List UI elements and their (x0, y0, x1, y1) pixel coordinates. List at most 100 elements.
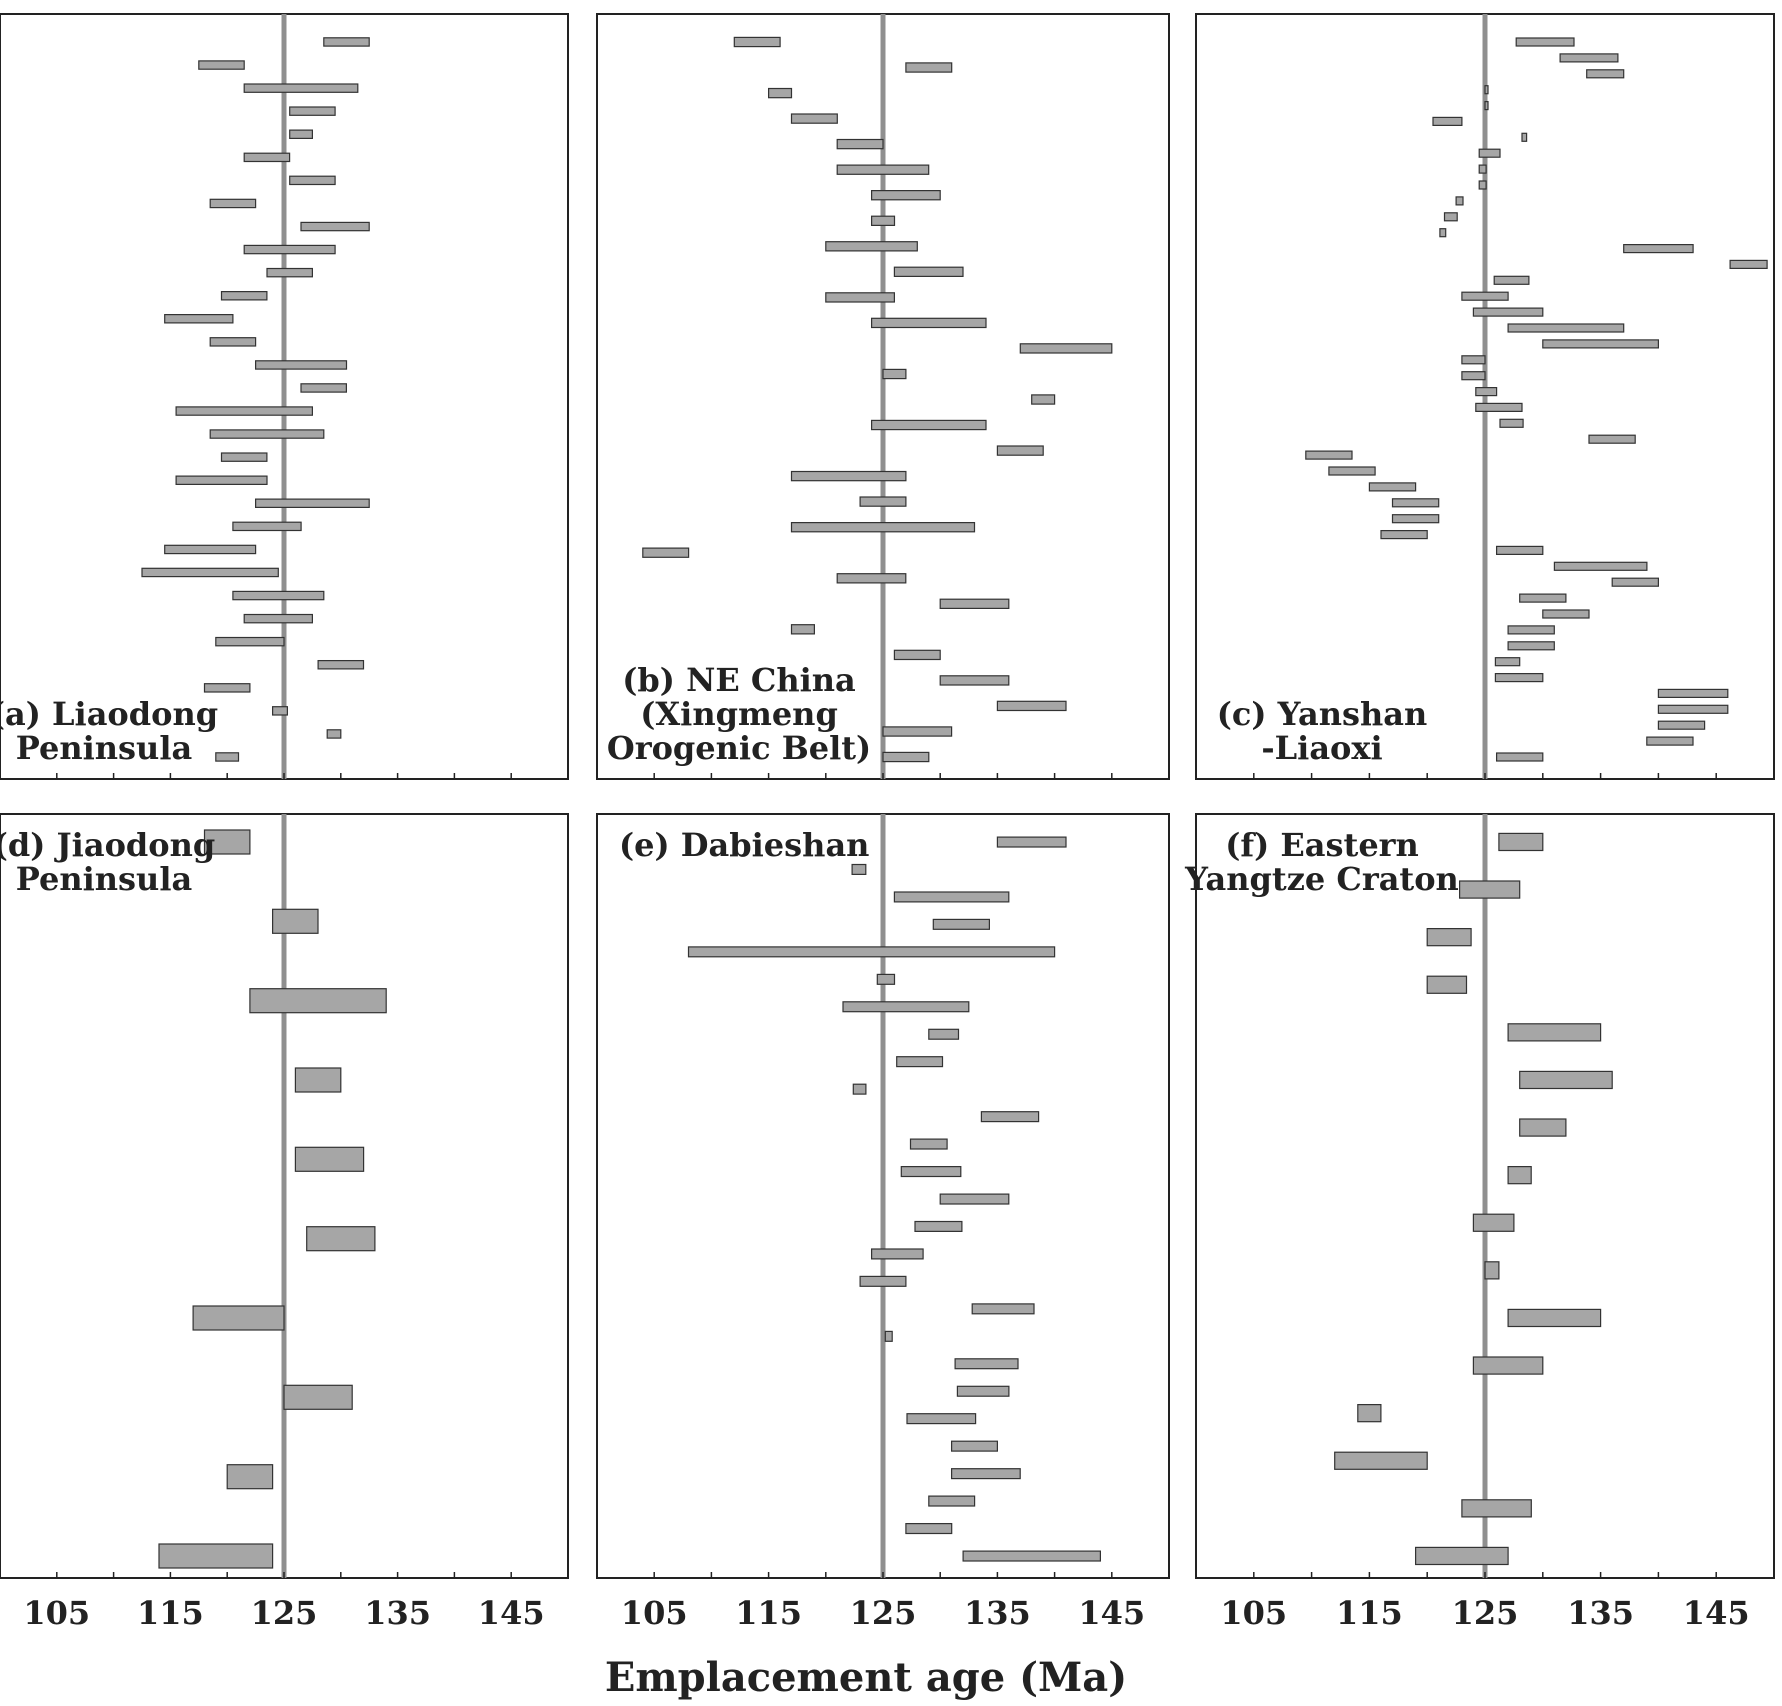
age-bar (1519, 1070, 1613, 1090)
age-bar (198, 60, 245, 70)
age-bar (1475, 402, 1523, 412)
age-bar (175, 475, 268, 486)
age-bar (882, 726, 953, 737)
age-bar (909, 1138, 948, 1150)
age-bar (893, 649, 941, 661)
age-bar (1391, 498, 1440, 508)
age-bar (158, 1543, 274, 1569)
age-bar (870, 317, 987, 329)
age-bar (790, 521, 976, 533)
x-axis-title: Emplacement age (Ma) (605, 1654, 1127, 1701)
age-bar (289, 129, 314, 140)
age-bar (884, 1330, 893, 1342)
tick-label: 145 (478, 1594, 545, 1632)
age-bar (1507, 323, 1625, 333)
panel-label: (b) NE China (622, 661, 855, 699)
age-bar (928, 1495, 976, 1507)
panel-5: 105 115 125 135 145 (e) Dabieshan (596, 813, 1170, 1632)
age-bar (906, 1413, 977, 1425)
age-bar (1499, 418, 1524, 428)
age-bar (203, 829, 251, 855)
age-bar (300, 383, 348, 393)
age-bar (1507, 1165, 1532, 1185)
age-bar (255, 360, 348, 370)
age-bar (996, 836, 1067, 848)
age-bar (642, 547, 690, 558)
tick-label: 125 (850, 1594, 917, 1632)
age-bar (876, 973, 896, 985)
age-bar (164, 544, 257, 555)
panel-label: -Liaoxi (1261, 729, 1382, 767)
age-bar (249, 988, 387, 1014)
age-bar (232, 590, 325, 601)
age-bar (215, 636, 285, 647)
age-bar (1515, 37, 1575, 47)
age-bar (1334, 1451, 1428, 1470)
tick-label: 105 (23, 1594, 90, 1632)
age-bar (870, 215, 896, 226)
age-bar (192, 1305, 285, 1331)
age-bar (1729, 259, 1768, 269)
age-bar (893, 266, 964, 278)
panel-label: (d) Jiaodong (0, 826, 215, 864)
age-bar (1461, 371, 1486, 381)
age-bar (950, 1440, 998, 1452)
age-bar (932, 918, 990, 930)
age-bar (175, 406, 314, 416)
age-bar (220, 452, 268, 462)
age-bar (294, 1146, 365, 1172)
age-bar (306, 1226, 376, 1252)
age-bar (243, 244, 336, 255)
age-bar (790, 470, 907, 482)
age-bar (1507, 641, 1555, 651)
age-bar (203, 683, 251, 693)
age-bar (980, 1111, 1040, 1123)
tick-label: 115 (735, 1594, 802, 1632)
age-bar (939, 675, 1010, 686)
age-bar (939, 1193, 1010, 1205)
age-bar (1455, 196, 1464, 206)
panel-label: (f) Eastern (1225, 826, 1419, 864)
age-bar (950, 1468, 1021, 1480)
age-bar (209, 429, 325, 439)
age-bar (914, 1220, 963, 1232)
age-bar (939, 598, 1010, 610)
age-bar (1495, 752, 1544, 762)
age-bar (209, 198, 257, 209)
panel-label: Orogenic Belt) (607, 729, 871, 767)
tick-label: 135 (364, 1594, 431, 1632)
age-bar (1611, 577, 1659, 587)
tick-label: 125 (1452, 1594, 1519, 1632)
age-bar (1559, 53, 1619, 63)
age-bar (243, 83, 359, 93)
age-bar (1623, 244, 1694, 254)
age-bar (1472, 307, 1544, 317)
age-bar (1475, 387, 1498, 397)
age-bar (851, 863, 867, 875)
age-bar (232, 521, 302, 532)
age-bar (1461, 355, 1486, 365)
age-bar (996, 700, 1067, 712)
age-bar (852, 1083, 867, 1095)
age-bar (1368, 482, 1417, 492)
age-bar (1357, 1403, 1382, 1423)
age-bar (1439, 228, 1447, 238)
age-bar (1461, 291, 1509, 301)
age-bar (1484, 1261, 1500, 1280)
tick-label: 135 (964, 1594, 1031, 1632)
age-bar (870, 419, 987, 431)
age-bar (1588, 434, 1636, 444)
tick-label: 115 (137, 1594, 204, 1632)
age-bar (1553, 561, 1648, 571)
tick-label: 105 (1220, 1594, 1287, 1632)
age-bar (1519, 593, 1567, 603)
age-bar (1542, 609, 1590, 619)
age-bar (289, 175, 336, 186)
age-bar (1472, 1213, 1515, 1232)
age-bar (836, 573, 907, 584)
age-bar (300, 221, 370, 232)
age-bar (272, 706, 289, 716)
age-bar (1432, 116, 1463, 127)
age-bar (243, 152, 291, 163)
age-bar (859, 1275, 907, 1287)
